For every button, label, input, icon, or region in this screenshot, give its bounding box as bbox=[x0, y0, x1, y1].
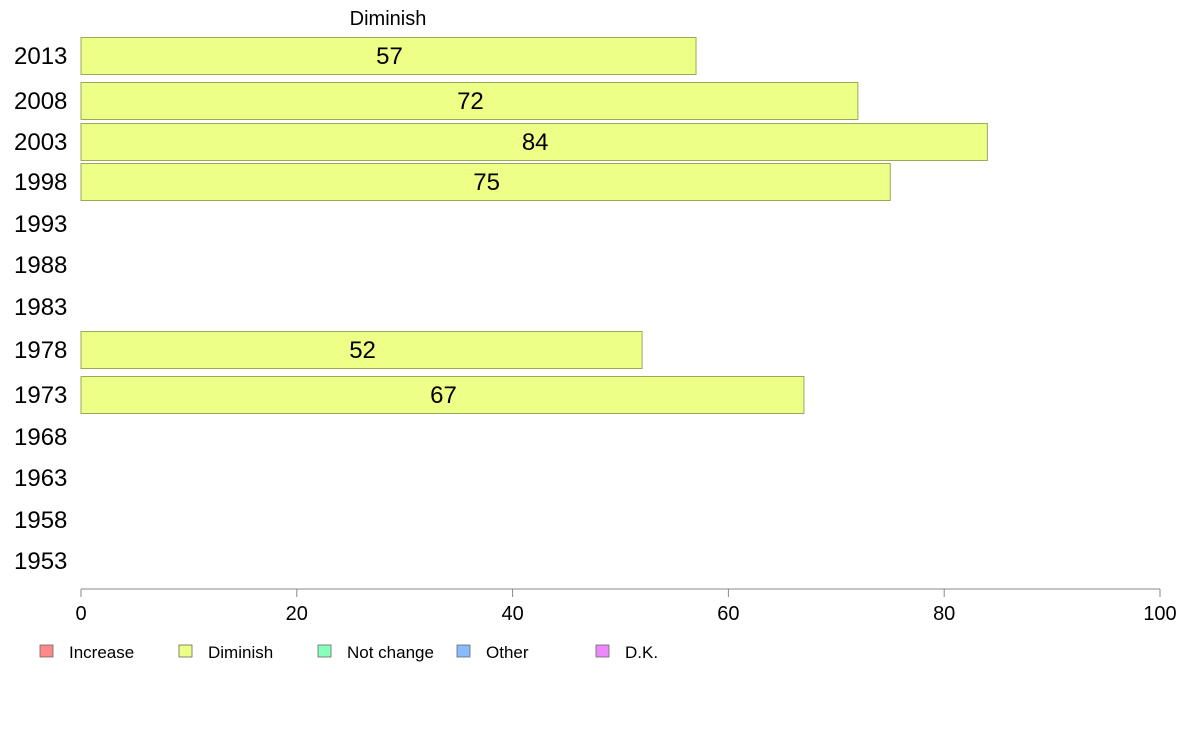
category-label-1993: 1993 bbox=[14, 211, 67, 238]
legend-swatch-not-change bbox=[317, 644, 332, 658]
bar-2003 bbox=[80, 123, 988, 161]
value-label-2003: 84 bbox=[522, 129, 549, 156]
category-label-1968: 1968 bbox=[14, 424, 67, 451]
bar-1978 bbox=[80, 331, 643, 369]
value-label-1978: 52 bbox=[349, 337, 376, 364]
value-label-1973: 67 bbox=[430, 382, 457, 409]
category-label-1963: 1963 bbox=[14, 465, 67, 492]
x-tick-label-40: 40 bbox=[501, 603, 523, 625]
value-label-2008: 72 bbox=[457, 88, 484, 115]
chart-title: Diminish bbox=[350, 8, 427, 30]
x-axis: 0 20 40 60 80 100 bbox=[75, 588, 1177, 625]
legend-label-increase: Increase bbox=[69, 643, 134, 662]
category-label-1988: 1988 bbox=[14, 252, 67, 279]
legend-label-diminish: Diminish bbox=[208, 643, 273, 662]
legend-swatch-increase bbox=[39, 644, 54, 658]
legend-swatch-diminish bbox=[178, 644, 193, 658]
x-tick-label-0: 0 bbox=[75, 603, 86, 625]
category-label-1958: 1958 bbox=[14, 507, 67, 534]
legend-label-not-change: Not change bbox=[347, 643, 434, 662]
category-label-2003: 2003 bbox=[14, 129, 67, 156]
category-label-2013: 2013 bbox=[14, 43, 67, 70]
x-tick-label-100: 100 bbox=[1143, 603, 1176, 625]
legend: Increase Diminish Not change Other D.K. bbox=[39, 643, 658, 662]
legend-swatch-other bbox=[456, 644, 471, 658]
x-tick-label-20: 20 bbox=[286, 603, 308, 625]
category-label-1953: 1953 bbox=[14, 548, 67, 575]
legend-swatch-d-k- bbox=[595, 644, 610, 658]
bar-2008 bbox=[80, 82, 859, 120]
x-tick-label-60: 60 bbox=[717, 603, 739, 625]
category-label-1998: 1998 bbox=[14, 169, 67, 196]
bar-1973 bbox=[80, 376, 805, 414]
category-label-1983: 1983 bbox=[14, 294, 67, 321]
category-label-2008: 2008 bbox=[14, 88, 67, 115]
bar-1998 bbox=[80, 163, 891, 201]
bars-group: 57 72 84 75 52 67 bbox=[80, 37, 988, 414]
category-label-1978: 1978 bbox=[14, 337, 67, 364]
value-label-2013: 57 bbox=[376, 43, 403, 70]
x-tick-label-80: 80 bbox=[933, 603, 955, 625]
bar-2013 bbox=[80, 37, 697, 75]
legend-label-d-k-: D.K. bbox=[625, 643, 658, 662]
category-label-1973: 1973 bbox=[14, 382, 67, 409]
value-label-1998: 75 bbox=[473, 169, 500, 196]
legend-label-other: Other bbox=[486, 643, 529, 662]
category-labels: 2013 2008 2003 1998 1993 1988 1983 1978 1973 1968… bbox=[14, 43, 67, 575]
